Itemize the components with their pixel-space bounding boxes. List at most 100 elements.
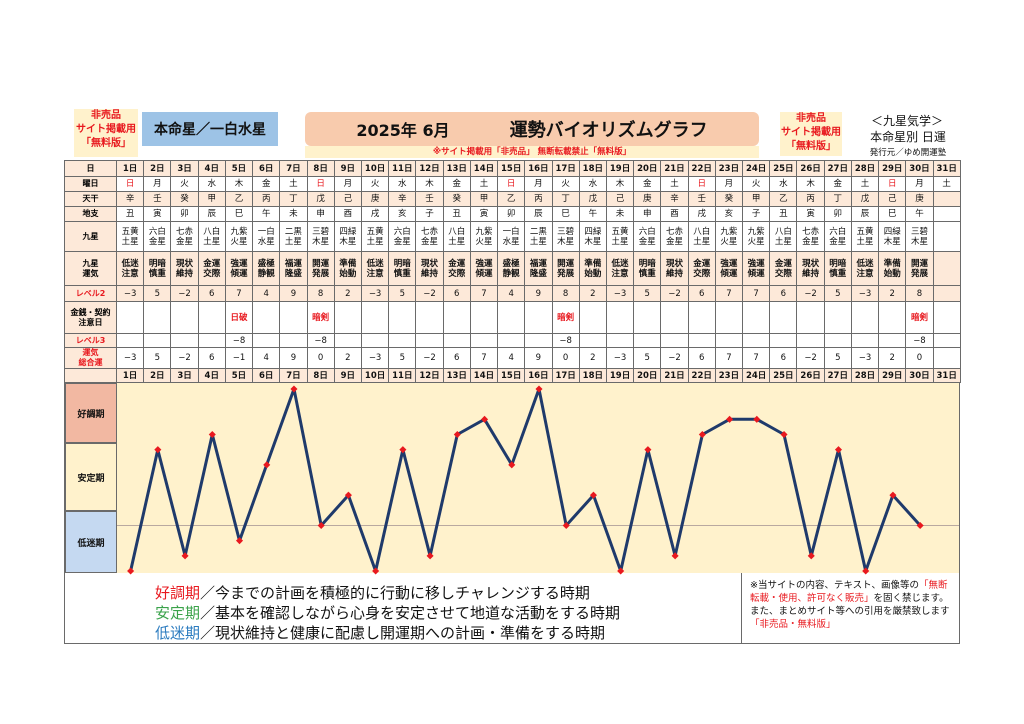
level3-cell [605, 333, 635, 348]
day-cell: 2日 [143, 160, 172, 177]
chishi-cell: 申 [306, 206, 335, 222]
weekdays-cell: 金 [823, 176, 852, 192]
weekdays-cell: 水 [578, 176, 607, 192]
banner-notice: ※サイト掲載用「非売品」 無断転載禁止「無料版」 [305, 146, 759, 158]
weekdays-cell: 土 [660, 176, 689, 192]
row-level3: レベル3 −8 −8 −8 −8 [64, 333, 961, 348]
weekdays-cell: 火 [742, 176, 771, 192]
day2-cell: 7日 [279, 368, 308, 383]
money-cell [170, 301, 199, 334]
kyusei-cell: 五黄 土星 [360, 221, 390, 252]
chishi-cell: 寅 [796, 206, 825, 222]
chishi-cell: 卯 [170, 206, 199, 222]
left-free-note-line3: 「無料版」 [81, 138, 131, 149]
total-cell: −2 [660, 347, 689, 369]
weekdays-cell: 木 [605, 176, 635, 192]
day-cell: 4日 [197, 160, 226, 177]
fortune-point [235, 537, 244, 545]
legend-low: 低迷期／現状維持と健康に配慮し開運期への計画・準備をする時期 [155, 623, 755, 643]
day2-cell: 10日 [360, 368, 390, 383]
weekdays-cell: 日 [687, 176, 716, 192]
level2-cell: 5 [633, 285, 662, 302]
level3-cell [850, 333, 880, 348]
fortune-cell: 強運 傾運 [742, 251, 771, 286]
left-free-note: 非売品 サイト掲載用 「無料版」 [74, 109, 138, 157]
chishi-cell: 寅 [469, 206, 499, 222]
row-money: 金銭・契約 注意日 日破 暗剣 暗剣 暗剣 [64, 301, 961, 334]
chishi-cell: 卯 [823, 206, 852, 222]
level3-cell [143, 333, 172, 348]
kyusei-cell: 三碧 木星 [551, 221, 580, 252]
honmei-star-label: 本命星／一白水星 [154, 122, 266, 138]
chishi-cell: 巳 [551, 206, 580, 222]
weekdays-cell: 月 [333, 176, 362, 192]
chishi-cell: 巳 [224, 206, 254, 222]
fortune-point [127, 567, 135, 575]
fortune-point [644, 446, 652, 454]
chishi-cell: 午 [905, 206, 934, 222]
kyusei-cell: 一白 水星 [497, 221, 526, 252]
day-cell: 12日 [415, 160, 444, 177]
chishi-cell: 戌 [360, 206, 390, 222]
day2-cell: 19日 [605, 368, 635, 383]
level2-cell: 9 [524, 285, 553, 302]
level3-cell [415, 333, 444, 348]
money-cell [115, 301, 145, 334]
total-cell: 6 [769, 347, 798, 369]
weekdays-cell: 火 [170, 176, 199, 192]
chishi-cell: 辰 [524, 206, 553, 222]
total-cell: −3 [115, 347, 145, 369]
right-free-note-line2: サイト掲載用 [781, 127, 841, 138]
weekdays-cell: 木 [224, 176, 254, 192]
chishi-cell: 丑 [769, 206, 798, 222]
day2-cell: 27日 [823, 368, 852, 383]
fortune-point [208, 430, 216, 439]
level2-cell: −2 [415, 285, 444, 302]
chart-band-good-text: 好調期 [77, 409, 105, 420]
level2-cell: 9 [279, 285, 308, 302]
legend-stable: 安定期／基本を確認しながら心身を安定させて地道な活動をする時期 [155, 603, 755, 623]
level3-cell: −8 [551, 333, 580, 348]
kyusei-cell: 五黄 土星 [850, 221, 880, 252]
fortune-point [399, 446, 407, 454]
fortune-cell: 開運 発展 [306, 251, 335, 286]
level3-cell [360, 333, 390, 348]
fortune-point [290, 385, 298, 393]
weekdays-cell: 金 [633, 176, 662, 192]
kyusei-cell: 四緑 木星 [878, 221, 907, 252]
chishi-cell: 辰 [850, 206, 880, 222]
legend-low-key: 低迷期 [155, 624, 201, 642]
fortune-cell: 強運 傾運 [714, 251, 744, 286]
tenkan-cell: 乙 [769, 191, 798, 207]
day2-cell: 29日 [878, 368, 907, 383]
tenkan-cell: 庚 [633, 191, 662, 207]
fortune-point [181, 552, 189, 560]
weekdays-cell: 日 [115, 176, 145, 192]
level2-cell: 7 [469, 285, 499, 302]
level2-cell: −2 [170, 285, 199, 302]
fortune-cell: 低迷 注意 [605, 251, 635, 286]
chishi-cell: 午 [252, 206, 281, 222]
tenkan-cell: 戊 [850, 191, 880, 207]
level2-cell: 6 [197, 285, 226, 302]
level2-cell: 8 [905, 285, 934, 302]
total-cell: 9 [279, 347, 308, 369]
kyusei-cell: 五黄 土星 [605, 221, 635, 252]
fortune-cell: 金運 交際 [442, 251, 471, 286]
day2-cell: 3日 [170, 368, 199, 383]
tenkan-cell: 癸 [170, 191, 199, 207]
level3-cell [796, 333, 825, 348]
row-weekdays: 曜日日月火水木金土日月火水木金土日月火水木金土日月火水木金土日月土 [64, 176, 961, 192]
day-cell: 3日 [170, 160, 199, 177]
kyusei-cell: 三碧 木星 [905, 221, 934, 252]
day2-cell: 14日 [469, 368, 499, 383]
tenkan-cell: 戊 [578, 191, 607, 207]
fortune-cell: 明暗 慎重 [633, 251, 662, 286]
level2-cell: 6 [442, 285, 471, 302]
money-cell [333, 301, 362, 334]
weekdays-cell: 月 [143, 176, 172, 192]
year-month: 2025年 6月 [356, 121, 450, 140]
row-label-day: 日 [64, 160, 117, 177]
level3-cell: −8 [905, 333, 934, 348]
tenkan-cell: 丁 [279, 191, 308, 207]
